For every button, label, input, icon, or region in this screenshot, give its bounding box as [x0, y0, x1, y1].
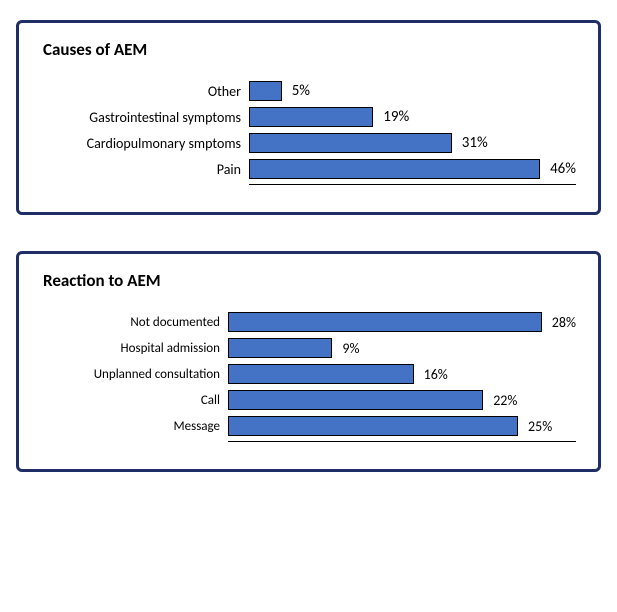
value-label: 22%	[493, 392, 517, 409]
bar-row: Pain 46%	[41, 156, 576, 182]
bar	[249, 133, 452, 153]
axis	[41, 441, 576, 447]
chart-panel: Causes of AEM Other 5% Gastrointestinal sym…	[16, 20, 601, 215]
bar	[228, 338, 332, 358]
bar-row: Message 25%	[41, 413, 576, 439]
plot-area: 25%	[228, 413, 576, 439]
plot-area: 46%	[249, 156, 576, 182]
value-label: 25%	[528, 418, 552, 435]
plot-area: 31%	[249, 130, 576, 156]
category-label: Gastrointestinal symptoms	[41, 109, 249, 126]
category-label: Pain	[41, 161, 249, 178]
bar	[249, 81, 282, 101]
bar-row: Call 22%	[41, 387, 576, 413]
bar	[228, 390, 483, 410]
bar-row: Gastrointestinal symptoms 19%	[41, 104, 576, 130]
bar	[249, 159, 540, 179]
category-label: Unplanned consultation	[41, 367, 228, 382]
value-label: 28%	[552, 314, 576, 331]
category-label: Not documented	[41, 315, 228, 330]
category-label: Cardiopulmonary smptoms	[41, 135, 249, 152]
plot-area: 5%	[249, 78, 576, 104]
value-label: 31%	[462, 134, 488, 152]
axis	[41, 184, 576, 190]
axis-line	[228, 441, 576, 442]
bar-chart: Other 5% Gastrointestinal symptoms 19% Cardi…	[41, 78, 576, 190]
value-label: 46%	[550, 160, 576, 178]
category-label: Call	[41, 393, 228, 408]
panel-title: Reaction to AEM	[43, 270, 576, 291]
category-label: Other	[41, 83, 249, 100]
value-label: 19%	[383, 108, 409, 126]
bar-row: Other 5%	[41, 78, 576, 104]
plot-area: 16%	[228, 361, 576, 387]
bar	[228, 312, 542, 332]
chart-panel: Reaction to AEM Not documented 28% Hospital…	[16, 251, 601, 472]
value-label: 16%	[424, 366, 448, 383]
bar-chart: Not documented 28% Hospital admission 9% Unp…	[41, 309, 576, 447]
bar	[249, 107, 373, 127]
plot-area: 19%	[249, 104, 576, 130]
axis-line	[249, 184, 576, 185]
bar-row: Not documented 28%	[41, 309, 576, 335]
category-label: Message	[41, 419, 228, 434]
plot-area: 22%	[228, 387, 576, 413]
bar	[228, 364, 414, 384]
panel-title: Causes of AEM	[43, 39, 576, 60]
bar-row: Unplanned consultation 16%	[41, 361, 576, 387]
value-label: 9%	[342, 340, 359, 357]
plot-area: 9%	[228, 335, 576, 361]
value-label: 5%	[292, 82, 310, 100]
category-label: Hospital admission	[41, 341, 228, 356]
bar-row: Hospital admission 9%	[41, 335, 576, 361]
bar	[228, 416, 518, 436]
plot-area: 28%	[228, 309, 576, 335]
bar-row: Cardiopulmonary smptoms 31%	[41, 130, 576, 156]
